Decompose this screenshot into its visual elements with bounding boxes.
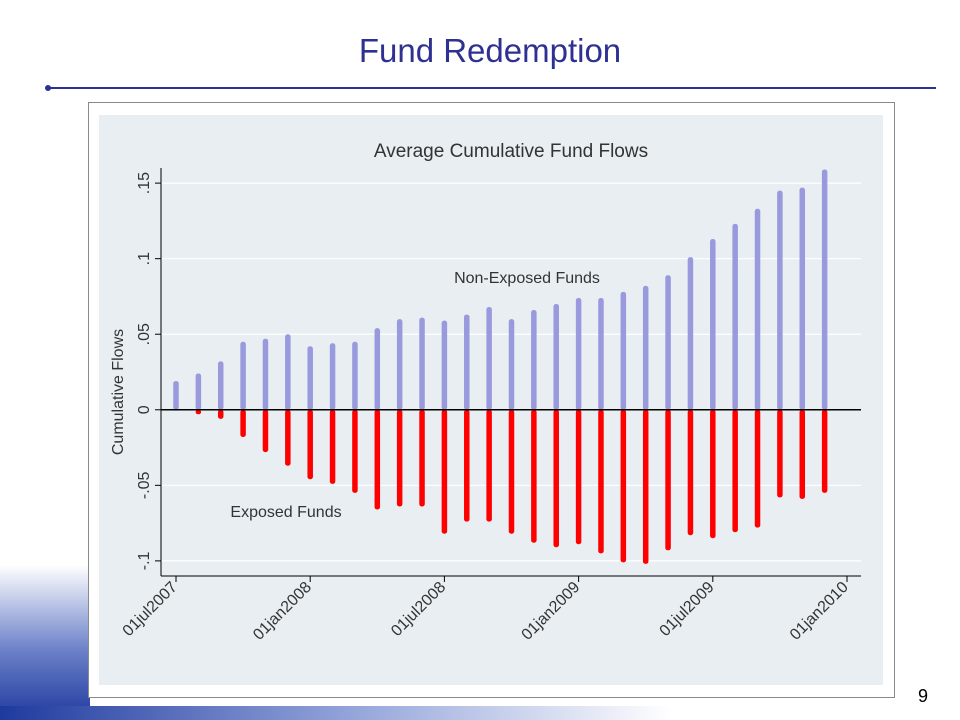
slide-title: Fund Redemption	[358, 32, 622, 69]
bar-exposed	[396, 409, 403, 507]
bar-non-exposed	[508, 319, 515, 410]
bar-non-exposed	[441, 320, 448, 410]
bar-exposed	[240, 409, 246, 437]
bar-exposed	[285, 409, 291, 466]
bar-non-exposed	[217, 361, 224, 410]
chart-title: Average Cumulative Fund Flows	[374, 141, 648, 162]
chart-frame: Average Cumulative Fund Flows -.1 -.05 0 .0…	[88, 102, 895, 698]
y-tick-label: .05	[136, 323, 153, 345]
bar-exposed	[620, 409, 627, 563]
bar-exposed	[732, 409, 738, 533]
bar-exposed	[464, 409, 470, 522]
bar-non-exposed	[419, 317, 425, 410]
bars	[161, 169, 861, 564]
y-tick-label: -.1	[136, 551, 153, 570]
bar-non-exposed	[620, 291, 627, 410]
bar-non-exposed	[329, 343, 336, 410]
series-label-non-exposed: Non-Exposed Funds	[454, 270, 600, 287]
bar-exposed	[262, 409, 269, 453]
bar-non-exposed	[598, 297, 604, 410]
bar-non-exposed	[307, 346, 313, 410]
y-tick-label: .1	[136, 252, 153, 265]
series-label-exposed: Exposed Funds	[230, 504, 341, 521]
bar-non-exposed	[710, 239, 716, 410]
bar-exposed	[441, 409, 448, 534]
bar-non-exposed	[195, 373, 202, 410]
page-number: 9	[918, 686, 929, 706]
bar-non-exposed	[665, 275, 671, 410]
bar-non-exposed	[262, 338, 269, 410]
bar-non-exposed	[396, 319, 403, 410]
bottom-decoration-band	[0, 706, 960, 720]
bar-exposed	[754, 409, 761, 528]
bar-exposed	[598, 409, 604, 554]
bar-non-exposed	[240, 341, 246, 410]
bar-exposed	[419, 409, 425, 507]
bar-exposed	[352, 409, 358, 493]
bar-non-exposed	[464, 314, 470, 410]
bar-exposed	[821, 409, 828, 493]
bar-non-exposed	[374, 328, 381, 410]
bar-exposed	[486, 409, 492, 522]
bar-exposed	[575, 409, 582, 545]
bar-non-exposed	[531, 310, 537, 410]
bar-non-exposed	[352, 341, 358, 410]
bar-exposed	[665, 409, 671, 551]
bar-non-exposed	[486, 307, 492, 410]
y-tick-label: .15	[136, 172, 153, 194]
bar-non-exposed	[687, 257, 694, 410]
bar-non-exposed	[285, 334, 291, 410]
bar-non-exposed	[799, 187, 806, 410]
bar-exposed	[553, 409, 559, 548]
bar-non-exposed	[777, 190, 783, 410]
bar-exposed	[195, 409, 202, 415]
bar-exposed	[687, 409, 694, 536]
bar-exposed	[710, 409, 716, 539]
bar-exposed	[531, 409, 537, 543]
bar-non-exposed	[754, 208, 761, 410]
bar-exposed	[642, 409, 649, 564]
bar-exposed	[799, 409, 806, 499]
y-tick-label: 0	[136, 405, 153, 414]
bar-exposed	[777, 409, 783, 498]
bar-exposed	[307, 409, 313, 480]
y-axis-label: Cumulative Flows	[110, 329, 127, 455]
bar-non-exposed	[553, 304, 559, 410]
bar-non-exposed	[642, 285, 649, 410]
title-divider-dot	[45, 85, 51, 91]
y-axis-ticks: -.1 -.05 0 .05 .1 .15	[136, 168, 162, 576]
bar-non-exposed	[732, 223, 738, 410]
bar-exposed	[329, 409, 336, 484]
bar-exposed	[508, 409, 515, 534]
bar-exposed	[217, 409, 224, 419]
y-tick-label: -.05	[136, 471, 153, 499]
title-divider	[48, 87, 936, 89]
bar-non-exposed	[173, 381, 179, 410]
chart-svg: Average Cumulative Fund Flows -.1 -.05 0 .0…	[99, 115, 883, 685]
bar-exposed	[374, 409, 381, 510]
corner-decoration	[0, 565, 90, 720]
bar-non-exposed	[821, 169, 828, 410]
bar-non-exposed	[575, 297, 582, 410]
